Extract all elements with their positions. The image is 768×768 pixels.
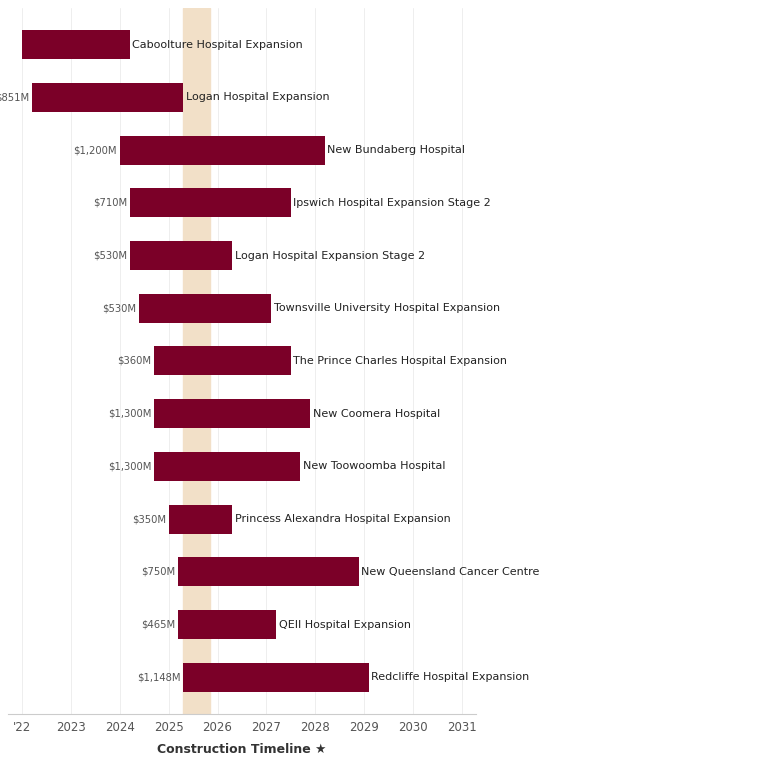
Bar	[140, 293, 271, 323]
Text: Ipswich Hospital Expansion Stage 2: Ipswich Hospital Expansion Stage 2	[293, 198, 491, 208]
Bar	[130, 188, 291, 217]
Text: $1,200M: $1,200M	[74, 145, 117, 155]
Text: QEII Hospital Expansion: QEII Hospital Expansion	[279, 620, 411, 630]
Text: Princess Alexandra Hospital Expansion: Princess Alexandra Hospital Expansion	[234, 514, 450, 524]
Bar	[130, 241, 232, 270]
Text: Townsville University Hospital Expansion: Townsville University Hospital Expansion	[273, 303, 500, 313]
Bar	[184, 8, 210, 714]
Text: $530M: $530M	[102, 303, 137, 313]
Bar	[178, 558, 359, 587]
Bar	[154, 399, 310, 429]
Text: Redcliffe Hospital Expansion: Redcliffe Hospital Expansion	[371, 672, 529, 682]
Bar	[32, 83, 184, 112]
Text: Logan Hospital Expansion Stage 2: Logan Hospital Expansion Stage 2	[234, 250, 425, 260]
Text: $1,148M: $1,148M	[137, 672, 180, 682]
Text: Logan Hospital Expansion: Logan Hospital Expansion	[186, 92, 329, 102]
Text: New Toowoomba Hospital: New Toowoomba Hospital	[303, 462, 445, 472]
Text: Caboolture Hospital Expansion: Caboolture Hospital Expansion	[132, 40, 303, 50]
Text: New Queensland Cancer Centre: New Queensland Cancer Centre	[362, 567, 540, 577]
Text: $1,300M: $1,300M	[108, 409, 151, 419]
Text: New Coomera Hospital: New Coomera Hospital	[313, 409, 440, 419]
Bar	[184, 663, 369, 692]
Bar	[154, 452, 300, 481]
Bar	[120, 135, 325, 164]
Bar	[169, 505, 232, 534]
Text: $710M: $710M	[93, 198, 127, 208]
Text: $1,300M: $1,300M	[108, 462, 151, 472]
Text: $350M: $350M	[132, 514, 166, 524]
Bar	[178, 610, 276, 639]
Text: $530M: $530M	[93, 250, 127, 260]
Bar	[154, 346, 291, 376]
Text: The Prince Charles Hospital Expansion: The Prince Charles Hospital Expansion	[293, 356, 507, 366]
Text: $360M: $360M	[118, 356, 151, 366]
Text: New Bundaberg Hospital: New Bundaberg Hospital	[327, 145, 465, 155]
Text: $750M: $750M	[141, 567, 176, 577]
Text: $851M: $851M	[0, 92, 29, 102]
Bar	[22, 30, 130, 59]
Text: $465M: $465M	[141, 620, 176, 630]
X-axis label: Construction Timeline ★: Construction Timeline ★	[157, 743, 326, 756]
